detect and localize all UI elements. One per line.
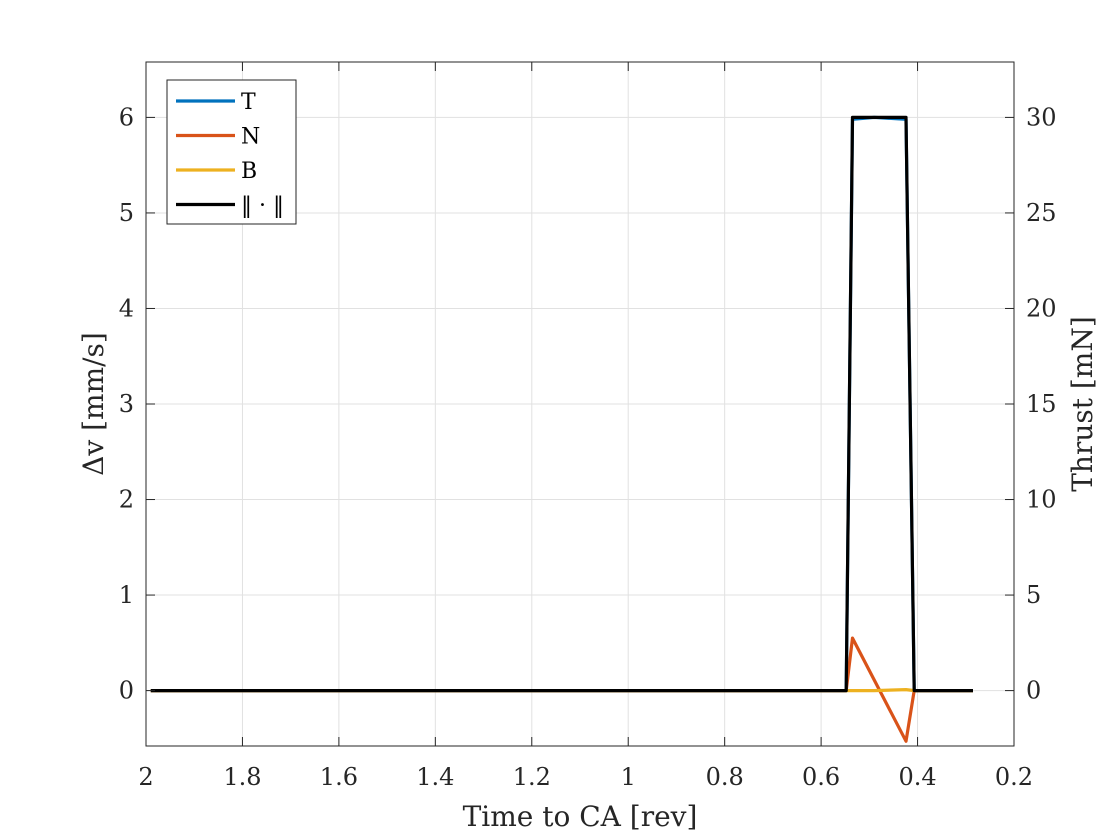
- y-tick-label: 0: [119, 677, 134, 705]
- y-right-tick-label: 10: [1026, 486, 1057, 514]
- x-tick-label: 1.2: [513, 763, 551, 791]
- y-axis-right-title: Thrust [mN]: [1066, 316, 1099, 492]
- y-axis-title: Δv [mm/s]: [77, 332, 110, 476]
- legend: TNB ‖ · ‖: [166, 79, 297, 225]
- ticks: 2 1.8 1.6 1.4 1.2 1 0.8 0.6 0.4 0.2 0 1 2 3 4 5 6 0 5 10 15 2…: [119, 62, 1057, 791]
- y-tick-label: 2: [119, 486, 134, 514]
- legend-box: [166, 79, 297, 225]
- y-right-tick-label: 15: [1026, 390, 1057, 418]
- x-tick-label: 1.6: [320, 763, 358, 791]
- y-right-tick-label: 0: [1026, 677, 1041, 705]
- y-tick-label: 1: [119, 581, 134, 609]
- x-tick-label: 1.8: [223, 763, 261, 791]
- x-tick-label: 0.6: [802, 763, 840, 791]
- y-tick-label: 6: [119, 103, 134, 131]
- y-right-tick-label: 30: [1026, 103, 1057, 131]
- series-layer: [150, 115, 973, 743]
- y-right-tick-label: 5: [1026, 581, 1041, 609]
- y-right-tick-label: 25: [1026, 199, 1057, 227]
- legend-label-2: B: [241, 159, 257, 184]
- x-tick-label: 0.2: [995, 763, 1033, 791]
- x-tick-label: 1.4: [416, 763, 454, 791]
- y-tick-label: 3: [119, 390, 134, 418]
- series-line-3: [150, 115, 973, 693]
- legend-label-0: T: [241, 90, 256, 115]
- y-tick-label: 4: [119, 294, 134, 322]
- x-tick-label: 1: [621, 763, 636, 791]
- x-tick-label: 0.4: [898, 763, 936, 791]
- legend-label-1: N: [241, 125, 260, 150]
- legend-label-3: ‖ · ‖: [241, 194, 284, 219]
- x-tick-label: 2: [138, 763, 153, 791]
- y-right-tick-label: 20: [1026, 294, 1057, 322]
- y-tick-label: 5: [119, 199, 134, 227]
- x-tick-label: 0.8: [706, 763, 744, 791]
- x-axis-title: Time to CA [rev]: [463, 800, 698, 833]
